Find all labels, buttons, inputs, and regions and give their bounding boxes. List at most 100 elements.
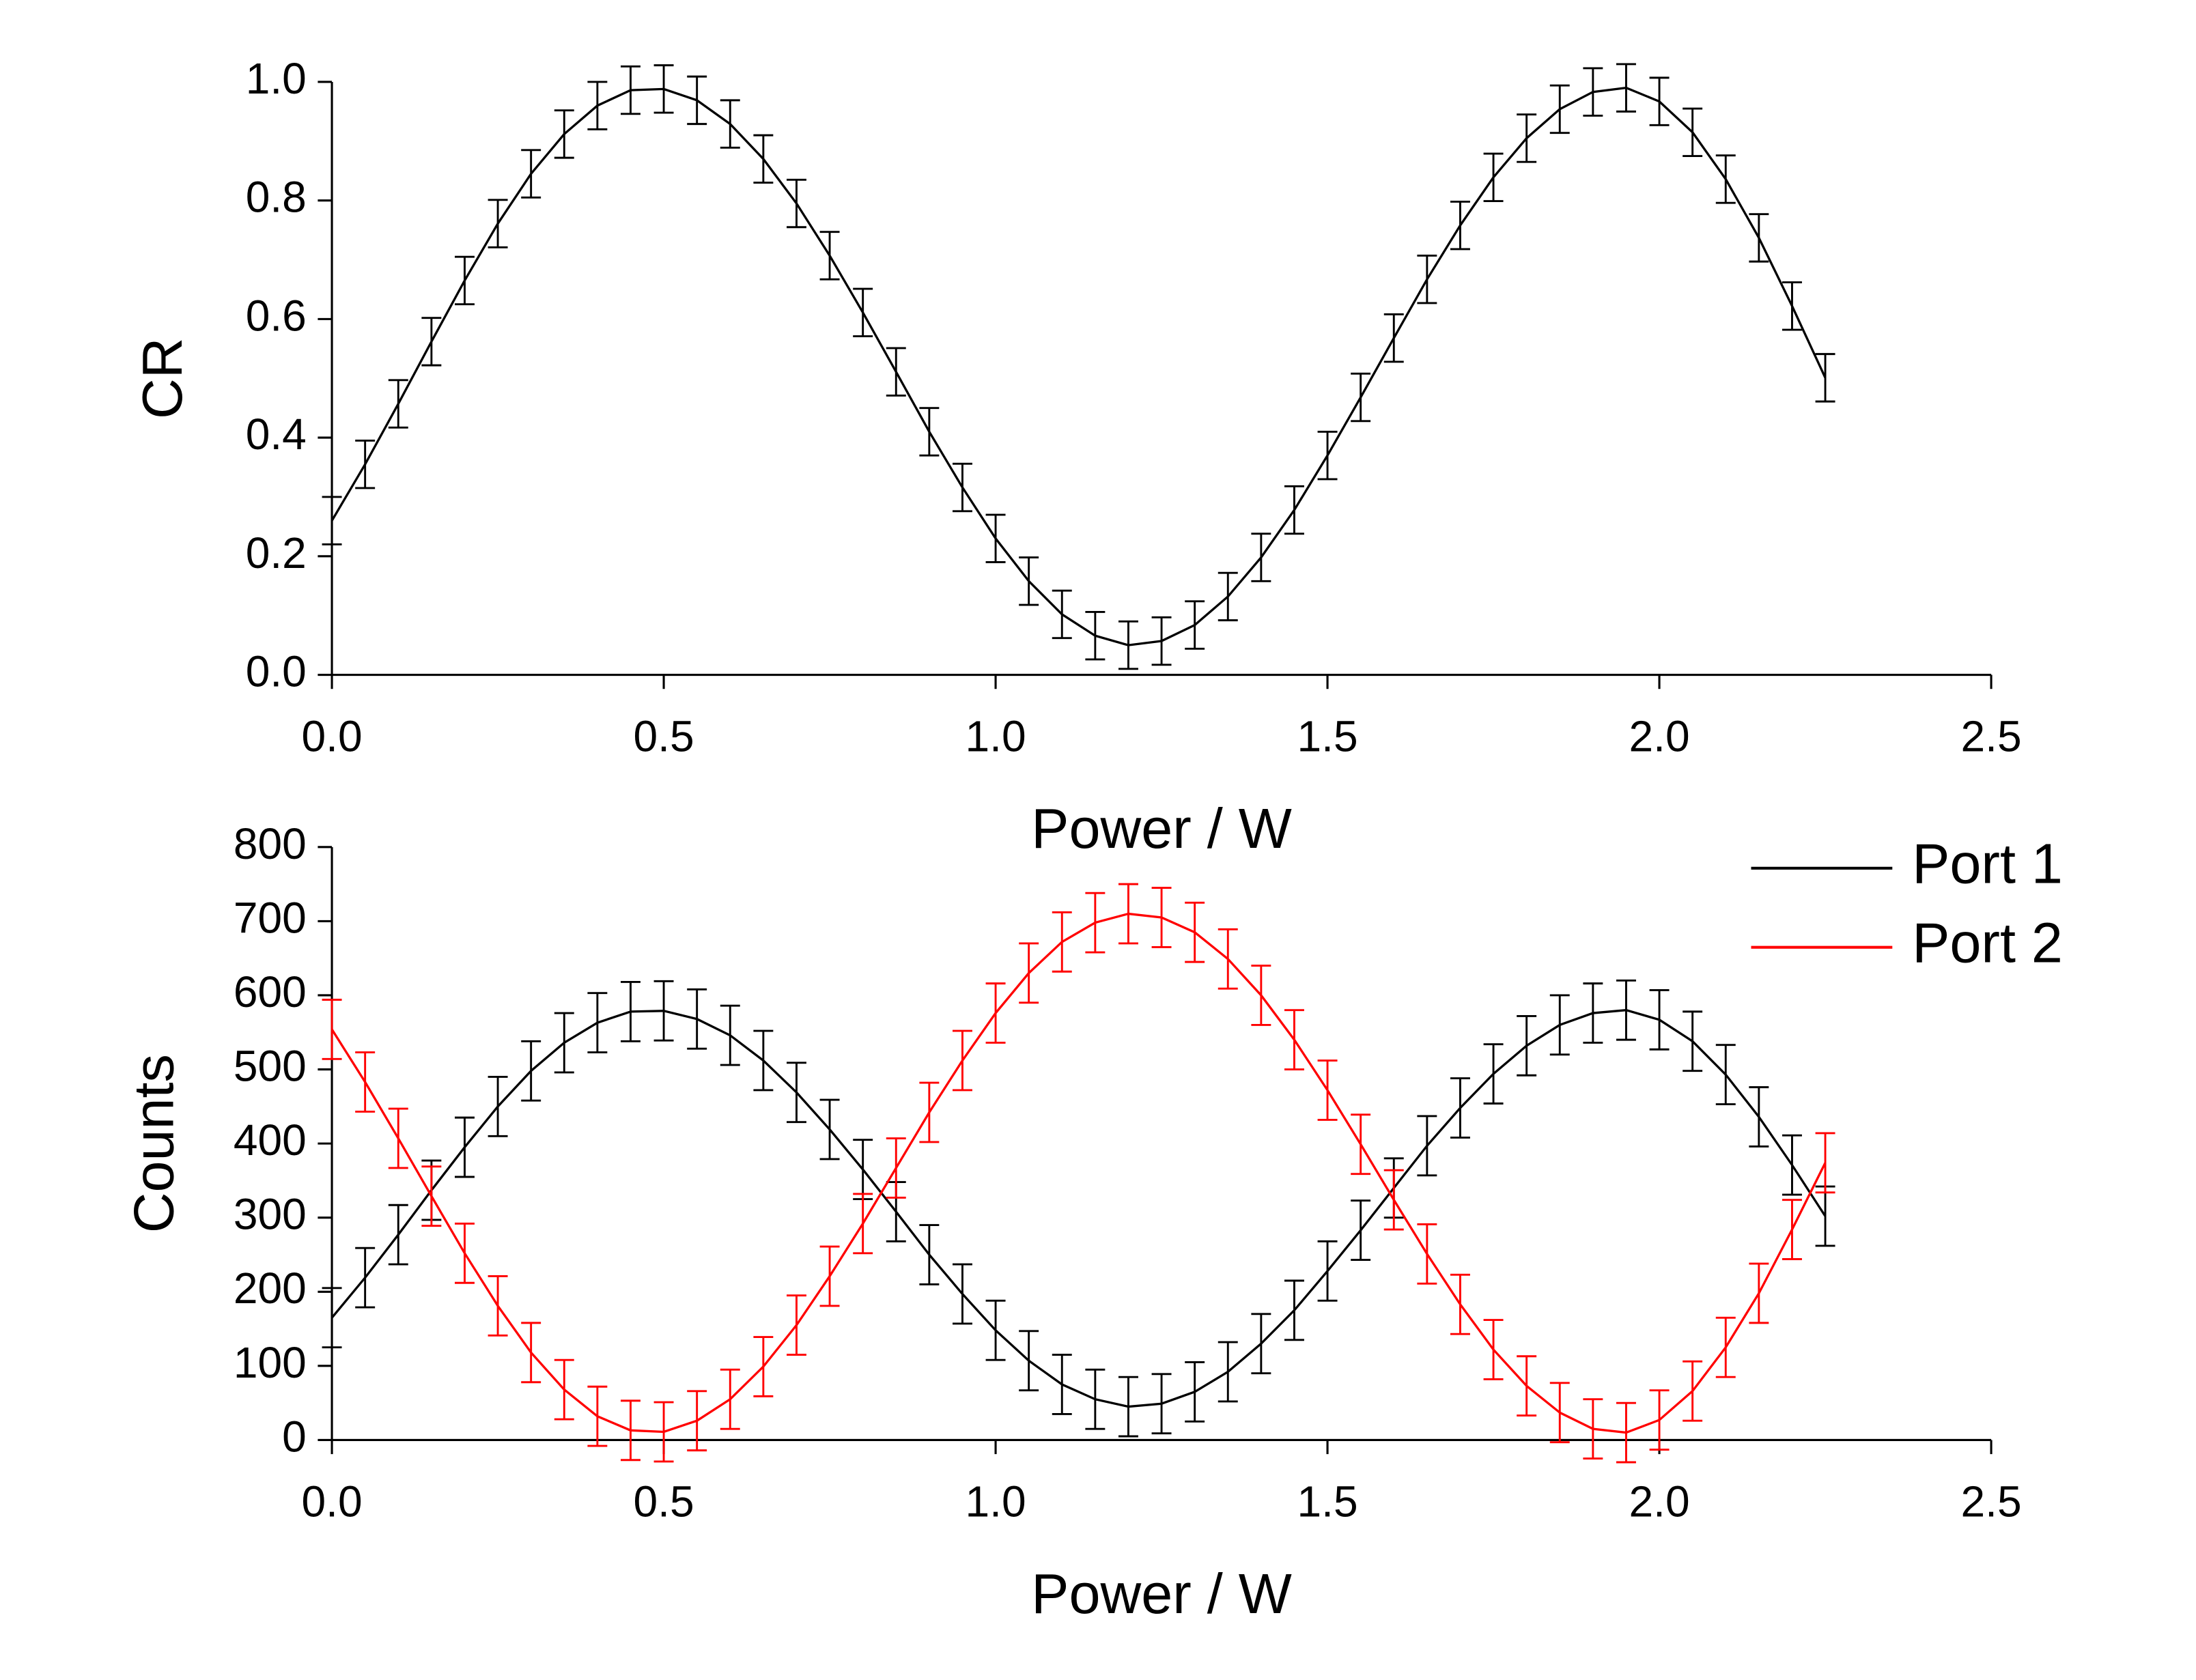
error-bar — [1649, 988, 1670, 1051]
error-bar — [1019, 1330, 1039, 1392]
error-bar — [1151, 887, 1172, 948]
error-bar — [653, 1401, 674, 1463]
error-bar — [1417, 1115, 1437, 1177]
error-bar — [1085, 892, 1106, 954]
legend-label: Port 2 — [1912, 911, 2063, 975]
error-bar — [985, 1299, 1006, 1361]
error-bar — [687, 75, 707, 126]
y-tick-label: 1.0 — [246, 54, 307, 103]
y-axis-label: Counts — [122, 1054, 186, 1233]
error-bar — [1583, 67, 1603, 117]
error-bar — [653, 980, 674, 1042]
error-bar — [1583, 982, 1603, 1044]
y-tick-label: 700 — [234, 893, 307, 942]
error-bar — [1118, 883, 1138, 945]
error-bar — [786, 1294, 806, 1356]
error-bar — [322, 496, 342, 545]
y-tick-label: 0.6 — [246, 291, 307, 340]
y-tick-label: 0.0 — [246, 646, 307, 696]
error-bar — [1649, 1389, 1670, 1451]
error-bar — [1715, 1316, 1736, 1378]
error-bar — [1185, 1361, 1205, 1423]
error-bar — [488, 1275, 508, 1337]
error-bar — [355, 1051, 376, 1113]
error-bar — [1151, 616, 1172, 666]
error-bar — [952, 1263, 972, 1325]
error-bar — [1483, 152, 1504, 202]
error-bar — [919, 407, 940, 457]
error-bar — [322, 999, 342, 1060]
error-bar — [388, 1107, 408, 1169]
error-bar — [1616, 1401, 1636, 1464]
fit-line — [330, 86, 1827, 646]
x-axis-label: Power / W — [1031, 797, 1291, 860]
error-bar — [620, 980, 640, 1042]
error-bar — [786, 178, 806, 229]
error-bar — [919, 1224, 940, 1285]
error-bar — [355, 439, 376, 489]
x-tick-label: 0.5 — [634, 712, 694, 761]
y-tick-label: 200 — [234, 1264, 307, 1313]
error-bar — [1483, 1319, 1504, 1380]
error-bar — [687, 988, 707, 1050]
error-bar — [1450, 1273, 1470, 1335]
error-bar — [1517, 1355, 1537, 1417]
error-bar — [554, 109, 574, 159]
error-bar — [1483, 1043, 1504, 1105]
error-bar — [1749, 213, 1769, 263]
y-tick-label: 800 — [234, 819, 307, 868]
error-bar — [1217, 571, 1238, 622]
error-bar — [488, 199, 508, 248]
error-bar — [388, 1204, 408, 1266]
x-tick-label: 0.5 — [634, 1477, 694, 1526]
legend-label: Port 1 — [1912, 832, 2063, 896]
error-bar — [355, 1247, 376, 1309]
x-tick-label: 2.0 — [1629, 712, 1689, 761]
error-bar — [886, 1137, 906, 1199]
error-bar — [753, 1336, 774, 1397]
error-bar — [853, 1193, 873, 1255]
error-bar — [1815, 353, 1835, 403]
error-bar — [1118, 1376, 1138, 1438]
error-bar — [1351, 1199, 1371, 1262]
error-bar — [587, 1385, 608, 1447]
error-bar — [1616, 979, 1636, 1041]
error-bar — [554, 1012, 574, 1074]
error-bar — [952, 1029, 972, 1092]
error-bar — [1683, 107, 1703, 157]
error-bar — [1815, 1132, 1835, 1194]
error-bar — [853, 1139, 873, 1201]
error-bar — [919, 1081, 940, 1143]
error-bar — [720, 99, 740, 149]
error-bar — [1019, 942, 1039, 1004]
error-bar — [521, 149, 541, 199]
error-bar — [1583, 1398, 1603, 1460]
error-bar — [1683, 1360, 1703, 1422]
error-bar — [1284, 485, 1304, 535]
error-bar — [653, 64, 674, 114]
error-bar — [1782, 1134, 1802, 1196]
error-bar — [1749, 1086, 1769, 1148]
error-bar — [322, 1287, 342, 1349]
error-bar — [620, 1399, 640, 1462]
error-bar — [1217, 1341, 1238, 1403]
error-bar — [1251, 965, 1271, 1026]
error-bar — [1517, 1014, 1537, 1077]
error-bar — [521, 1322, 541, 1384]
error-bar — [1417, 254, 1437, 304]
error-bar — [886, 347, 906, 397]
error-bar — [687, 1390, 707, 1452]
error-bar — [1284, 1279, 1304, 1341]
x-tick-label: 2.5 — [1960, 1477, 2021, 1526]
error-bar — [1383, 313, 1404, 363]
error-bar — [1549, 84, 1570, 134]
error-bar — [1118, 620, 1138, 670]
error-bar — [1450, 1077, 1470, 1139]
error-bar — [1052, 911, 1072, 973]
error-bar — [1085, 611, 1106, 661]
y-tick-label: 0.4 — [246, 410, 307, 459]
error-bar — [421, 1165, 442, 1227]
y-tick-label: 400 — [234, 1115, 307, 1165]
error-bar — [853, 287, 873, 338]
fit-line — [330, 1009, 1827, 1408]
